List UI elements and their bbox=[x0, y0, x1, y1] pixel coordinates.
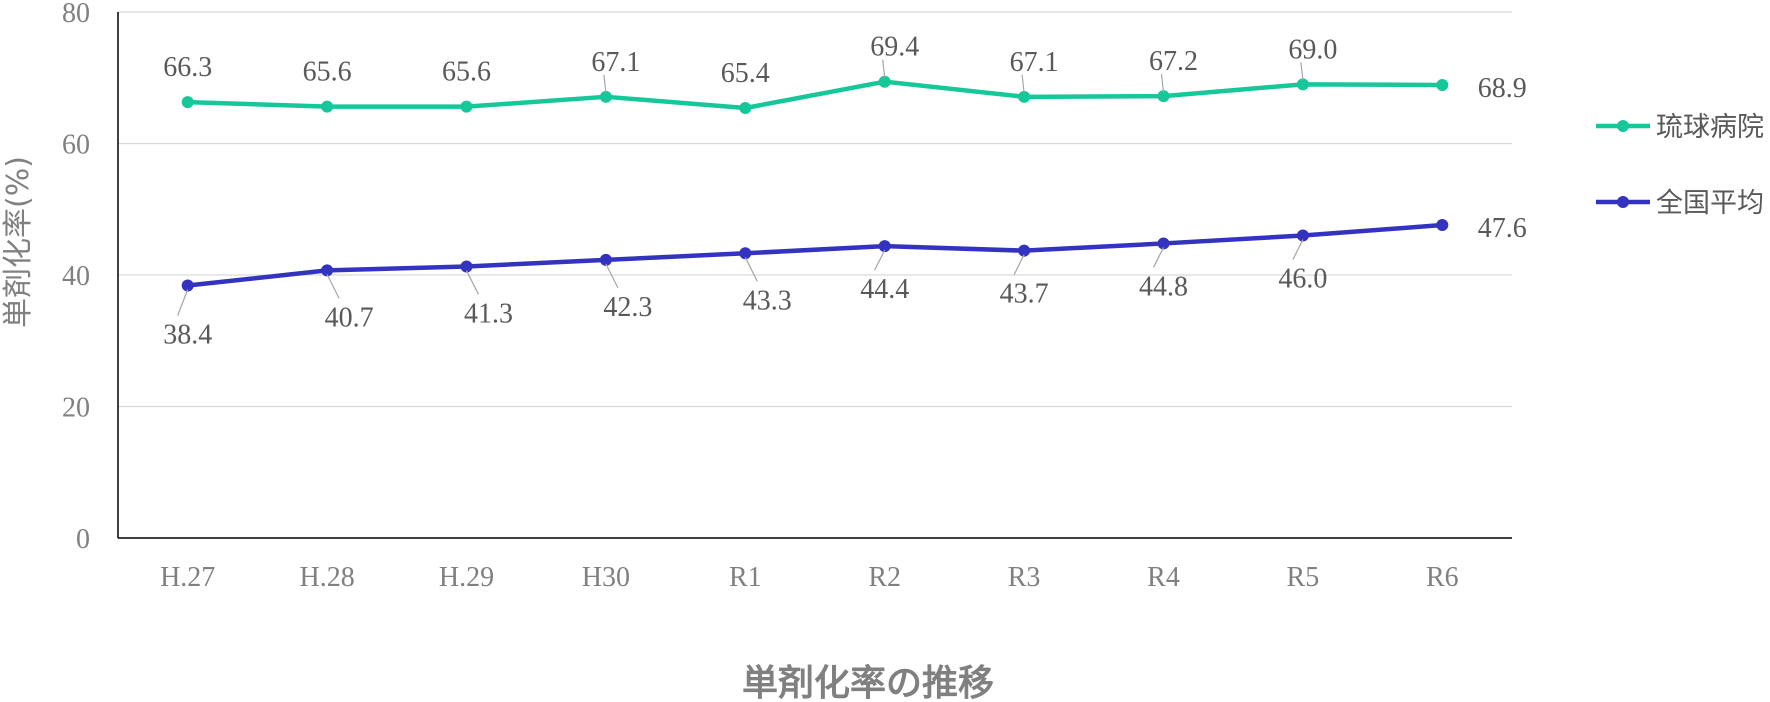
data-point bbox=[321, 100, 334, 113]
data-point bbox=[1157, 237, 1170, 250]
legend-label: 琉球病院 bbox=[1656, 112, 1764, 143]
x-tick-label: H.27 bbox=[160, 562, 215, 593]
data-label: 67.2 bbox=[1149, 46, 1198, 77]
x-tick-label: H30 bbox=[582, 562, 630, 593]
x-tick-label: R5 bbox=[1287, 562, 1320, 593]
data-point bbox=[460, 100, 473, 113]
leader-line bbox=[1013, 254, 1025, 275]
series-line bbox=[187, 222, 1443, 288]
y-tick-label: 40 bbox=[62, 261, 90, 292]
data-label: 42.3 bbox=[603, 292, 652, 323]
data-label: 47.6 bbox=[1478, 213, 1527, 244]
y-tick-label: 60 bbox=[62, 130, 90, 161]
leader-line bbox=[177, 289, 189, 316]
x-tick-label: R2 bbox=[868, 562, 901, 593]
data-label: 65.4 bbox=[721, 58, 770, 89]
leader-line bbox=[603, 74, 607, 93]
data-label: 65.6 bbox=[303, 57, 352, 88]
leader-line bbox=[1152, 247, 1165, 268]
y-tick-label: 80 bbox=[62, 0, 90, 29]
leader-line bbox=[882, 59, 886, 78]
data-labels: 66.3 65.6 65.6 67.1 65.4 69.4 67.1 67.2 69.0 68.9… bbox=[163, 32, 1527, 351]
x-tick-label: R4 bbox=[1147, 562, 1180, 593]
x-tick-label: H.28 bbox=[299, 562, 354, 593]
data-label: 41.3 bbox=[464, 298, 513, 329]
data-point bbox=[181, 96, 194, 109]
y-tick-label: 0 bbox=[76, 524, 90, 555]
x-tick-label: R3 bbox=[1008, 562, 1041, 593]
data-label: 44.4 bbox=[860, 274, 909, 305]
x-tick-label: H.29 bbox=[439, 562, 494, 593]
legend-marker bbox=[1617, 120, 1629, 132]
data-point bbox=[1018, 244, 1031, 257]
y-tick-label: 20 bbox=[62, 393, 90, 424]
data-label: 38.4 bbox=[163, 320, 212, 351]
x-axis-ticks: H.27 H.28 H.29 H30 R1 R2 R3 R4 R5 R6 bbox=[160, 562, 1459, 593]
x-tick-label: R6 bbox=[1426, 562, 1459, 593]
leader-line bbox=[1292, 239, 1304, 260]
data-point bbox=[1157, 90, 1170, 103]
data-point bbox=[878, 75, 891, 88]
data-point bbox=[599, 90, 612, 103]
x-axis-title: 単剤化率の推移 bbox=[742, 663, 994, 702]
data-label: 68.9 bbox=[1478, 73, 1527, 104]
gridlines bbox=[118, 11, 1512, 408]
series-layer bbox=[181, 75, 1449, 292]
data-point bbox=[1436, 78, 1449, 91]
leader-line bbox=[465, 270, 480, 295]
data-label: 69.4 bbox=[870, 32, 919, 63]
data-point bbox=[599, 253, 612, 266]
leader-line bbox=[744, 257, 758, 282]
data-label: 67.1 bbox=[1010, 47, 1059, 78]
legend-label: 全国平均 bbox=[1656, 188, 1764, 219]
data-point bbox=[739, 101, 752, 114]
leader-line bbox=[874, 249, 886, 271]
data-label: 67.1 bbox=[591, 47, 640, 78]
data-label: 66.3 bbox=[163, 52, 212, 83]
data-label: 43.7 bbox=[1000, 279, 1049, 310]
data-point bbox=[1296, 78, 1309, 91]
y-axis-title: 単剤化率(%) bbox=[1, 156, 36, 328]
data-point bbox=[460, 260, 473, 273]
data-label: 44.8 bbox=[1139, 271, 1188, 302]
data-label: 46.0 bbox=[1278, 264, 1327, 295]
data-point bbox=[1296, 229, 1309, 242]
data-point bbox=[1436, 219, 1449, 232]
leader-line bbox=[1160, 74, 1165, 93]
data-point bbox=[181, 279, 194, 292]
data-point bbox=[878, 240, 891, 253]
x-tick-label: R1 bbox=[729, 562, 762, 593]
leader-line bbox=[1021, 74, 1025, 93]
leader-line bbox=[326, 274, 340, 299]
data-point bbox=[739, 247, 752, 260]
data-point bbox=[321, 264, 334, 277]
legend-marker bbox=[1617, 196, 1629, 208]
data-label: 65.6 bbox=[442, 57, 491, 88]
data-label: 40.7 bbox=[325, 302, 374, 333]
series-line bbox=[187, 79, 1443, 111]
y-axis-ticks: 0 20 40 60 80 bbox=[62, 0, 90, 555]
data-label: 69.0 bbox=[1288, 34, 1337, 65]
data-point bbox=[1018, 90, 1031, 103]
leader-line bbox=[605, 263, 619, 289]
leader-line bbox=[1300, 62, 1304, 81]
data-label: 43.3 bbox=[743, 285, 792, 316]
